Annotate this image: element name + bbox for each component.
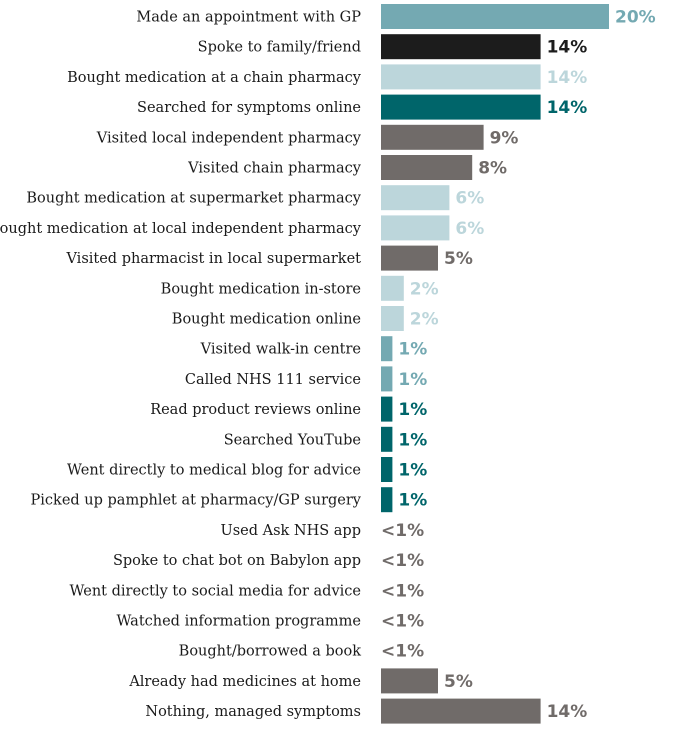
- value-label: 2%: [410, 279, 439, 299]
- value-label: <1%: [381, 521, 424, 541]
- category-label: Visited walk-in centre: [200, 342, 361, 358]
- value-label: 5%: [444, 672, 473, 692]
- bar: [381, 426, 393, 452]
- value-label: 14%: [547, 68, 588, 88]
- value-label: 1%: [398, 430, 427, 450]
- bar: [381, 64, 541, 90]
- value-label: 1%: [398, 491, 427, 511]
- bar: [381, 34, 541, 60]
- bar: [381, 396, 393, 422]
- category-label: Made an appointment with GP: [136, 10, 361, 26]
- category-label: Visited local independent pharmacy: [96, 130, 362, 146]
- bar: [381, 487, 393, 513]
- value-label: 14%: [547, 702, 588, 722]
- category-label: Bought medication at a chain pharmacy: [67, 70, 362, 86]
- value-label: 6%: [455, 189, 484, 209]
- category-label: Bought medication at supermarket pharmac…: [26, 191, 361, 207]
- value-label: 14%: [547, 98, 588, 118]
- category-label: Visited chain pharmacy: [187, 161, 362, 177]
- bar: [381, 185, 450, 211]
- bar: [381, 698, 541, 724]
- category-label: Visited pharmacist in local supermarket: [65, 251, 361, 267]
- value-label: <1%: [381, 581, 424, 601]
- bar: [381, 245, 438, 271]
- value-label: 2%: [410, 310, 439, 330]
- value-label: 14%: [547, 38, 588, 58]
- value-label: 1%: [398, 340, 427, 360]
- value-label: <1%: [381, 612, 424, 632]
- bar: [381, 457, 393, 482]
- value-label: 8%: [478, 159, 507, 179]
- category-label: Used Ask NHS app: [220, 523, 361, 539]
- value-label: 9%: [490, 128, 519, 148]
- bar: [381, 124, 484, 150]
- value-label: <1%: [381, 642, 424, 662]
- category-label: Searched YouTube: [224, 432, 361, 448]
- category-label: Already had medicines at home: [128, 674, 361, 690]
- value-label: 1%: [398, 400, 427, 420]
- category-label: Nothing, managed symptoms: [145, 704, 361, 720]
- bar: [381, 306, 404, 331]
- value-label: 1%: [398, 461, 427, 481]
- category-labels: Made an appointment with GP Spoke to fami…: [0, 10, 362, 721]
- category-label: Called NHS 111 service: [185, 372, 361, 388]
- category-label: Bought/borrowed a book: [179, 644, 362, 660]
- category-label: Bought medication online: [172, 312, 361, 328]
- category-label: Went directly to medical blog for advice: [67, 463, 361, 479]
- bars: [381, 4, 609, 724]
- category-label: Spoke to chat bot on Babylon app: [113, 553, 361, 569]
- bar: [381, 275, 404, 301]
- category-label: Picked up pamphlet at pharmacy/GP surger…: [31, 493, 362, 509]
- value-label: <1%: [381, 551, 424, 571]
- value-label: 5%: [444, 249, 473, 269]
- bar: [381, 155, 473, 180]
- category-label: Watched information programme: [117, 614, 361, 630]
- bar: [381, 215, 450, 241]
- category-label: Went directly to social media for advice: [70, 583, 361, 599]
- value-label: 6%: [455, 219, 484, 239]
- bar: [381, 366, 393, 392]
- bar: [381, 336, 393, 362]
- category-label: Read product reviews online: [150, 402, 361, 418]
- category-label: Spoke to family/friend: [198, 40, 361, 56]
- bar: [381, 94, 541, 120]
- category-label: Bought medication at local independent p…: [0, 221, 362, 237]
- value-label: 1%: [398, 370, 427, 390]
- category-label: Searched for symptoms online: [137, 100, 361, 116]
- bar: [381, 4, 609, 29]
- category-label: Bought medication in-store: [161, 281, 361, 297]
- value-labels: 20%14%14%14%9%8%6%6%5%2%2%1%1%1%1%1%1%<1…: [381, 8, 656, 723]
- bar: [381, 668, 438, 694]
- value-label: 20%: [615, 8, 656, 28]
